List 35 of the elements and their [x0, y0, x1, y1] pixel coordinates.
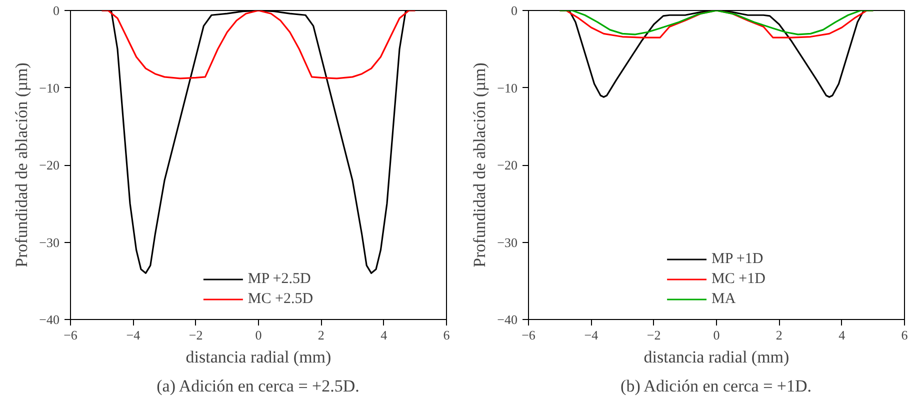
x-axis-title: distancia radial (mm) — [186, 348, 332, 366]
x-tick-label: 4 — [380, 328, 388, 342]
y-tick-label: −30 — [39, 234, 60, 250]
y-axis-title: Profundidad de ablación (µm) — [470, 62, 490, 268]
legend-label: MA — [712, 290, 736, 308]
x-tick-label: 0 — [255, 328, 262, 342]
text: (a) Adición en cerca = +2.5D. — [156, 376, 360, 396]
x-tick-label: −2 — [646, 328, 661, 342]
legend-label: MC +1D — [712, 270, 766, 288]
x-tick-label: −6 — [64, 328, 78, 342]
x-tick-label: 6 — [901, 328, 908, 342]
x-tick-label: −2 — [188, 328, 203, 342]
legend-label: MP +1D — [712, 250, 764, 268]
y-tick-label: −40 — [497, 312, 518, 327]
x-axis-title: distancia radial (mm) — [644, 348, 790, 366]
y-tick-label: −10 — [497, 80, 518, 96]
y-tick-label: −20 — [39, 158, 60, 172]
text: (b) Adición en cerca = +1D. — [620, 376, 812, 396]
x-tick-label: 2 — [776, 328, 782, 342]
x-tick-label: 4 — [838, 328, 846, 342]
y-tick-label: −10 — [39, 80, 60, 96]
x-tick-label: −4 — [126, 328, 141, 342]
y-tick-label: −40 — [39, 312, 60, 327]
x-tick-label: −6 — [522, 328, 536, 342]
y-tick-label: 0 — [53, 3, 60, 18]
x-tick-label: 2 — [318, 328, 324, 342]
y-tick-label: −30 — [497, 234, 518, 250]
legend-label: MC +2.5D — [248, 290, 314, 308]
x-tick-label: 0 — [713, 328, 720, 342]
y-tick-label: 0 — [511, 3, 518, 18]
x-tick-label: −4 — [584, 328, 599, 342]
y-tick-label: −20 — [497, 158, 518, 172]
legend-label: MP +2.5D — [248, 270, 311, 288]
y-axis-title: Profundidad de ablación (µm) — [12, 62, 32, 268]
x-tick-label: 6 — [443, 328, 450, 342]
